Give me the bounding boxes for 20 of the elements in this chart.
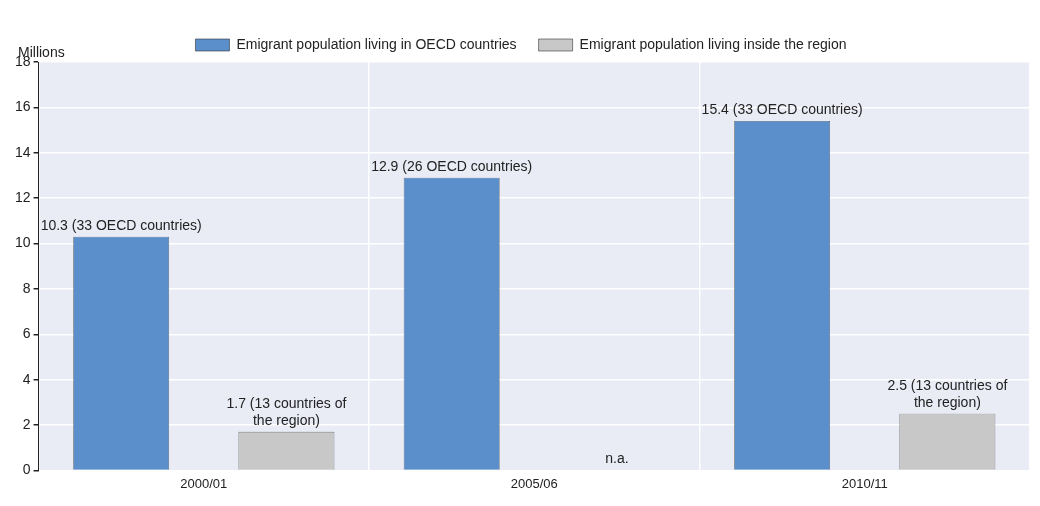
data-label: 15.4 (33 OECD countries) <box>701 100 863 117</box>
y-tick-label: 4 <box>22 370 31 387</box>
y-tick-label: 8 <box>22 279 31 296</box>
y-tick-label: 0 <box>22 461 31 478</box>
data-label: 2.5 (13 countries of the region) <box>887 376 1008 410</box>
legend-label: Emigrant population living inside the region <box>579 35 847 52</box>
x-tick-label: 2005/06 <box>510 475 558 491</box>
x-tick-label: 2000/01 <box>180 475 228 491</box>
data-label: 10.3 (33 OECD countries) <box>40 216 202 233</box>
data-label: 12.9 (26 OECD countries) <box>371 157 533 174</box>
y-tick-label: 14 <box>14 143 31 160</box>
x-tick-label: 2010/11 <box>841 475 888 491</box>
text: n.a. <box>605 450 629 467</box>
y-tick-label: 6 <box>22 325 31 342</box>
data-label: 1.7 (13 countries of the region) <box>226 394 347 428</box>
y-tick-label: 2 <box>22 415 31 432</box>
legend-label: Emigrant population living in OECD countries <box>236 35 517 52</box>
y-tick-label: 16 <box>14 98 31 115</box>
y-tick-label: 10 <box>14 234 31 251</box>
y-tick-label: 12 <box>14 188 31 205</box>
